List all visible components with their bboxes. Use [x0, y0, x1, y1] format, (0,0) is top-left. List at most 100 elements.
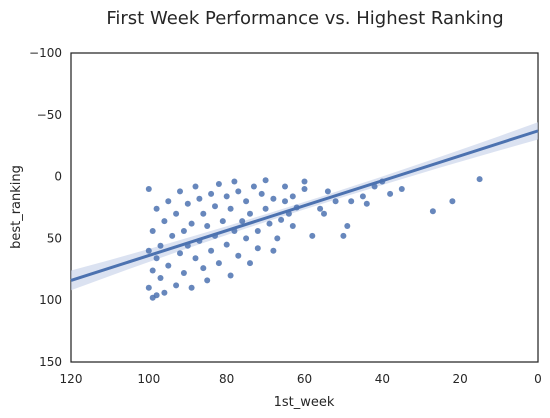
data-point: [429, 208, 436, 215]
data-point: [157, 275, 164, 281]
data-point: [254, 245, 261, 252]
data-point: [363, 200, 370, 207]
data-point: [192, 183, 199, 190]
data-point: [145, 284, 152, 291]
x-tick-label: 80: [219, 372, 234, 386]
data-point: [200, 210, 207, 217]
data-point: [324, 188, 331, 195]
x-tick-label: 20: [453, 372, 468, 386]
data-point: [153, 255, 160, 262]
data-point: [161, 289, 168, 296]
data-point: [289, 193, 296, 200]
data-point: [227, 272, 234, 279]
data-point: [215, 181, 222, 187]
data-point: [173, 210, 180, 217]
plot-frame: [70, 52, 539, 363]
data-point: [250, 183, 257, 190]
data-point: [282, 198, 288, 205]
data-point: [149, 294, 156, 301]
data-point: [192, 255, 199, 262]
y-axis-label: best_ranking: [9, 165, 24, 249]
data-point: [188, 220, 195, 227]
data-point: [215, 260, 222, 267]
y-tick-label: 0: [54, 170, 62, 184]
data-point: [262, 205, 269, 212]
data-point: [200, 265, 207, 272]
data-point: [165, 262, 172, 269]
data-point: [173, 282, 180, 289]
data-point: [223, 241, 230, 248]
x-axis-ticks: 120 100 80 60 40 20 0: [60, 372, 542, 386]
data-point: [157, 242, 164, 249]
data-point: [149, 228, 156, 234]
data-point: [301, 178, 308, 185]
x-tick-label: 40: [375, 372, 390, 386]
data-point: [387, 190, 394, 197]
data-point: [223, 193, 230, 200]
data-point: [149, 267, 156, 274]
data-point: [282, 183, 288, 190]
data-point: [239, 218, 246, 225]
data-points: [145, 176, 483, 301]
data-point: [247, 210, 253, 217]
data-point: [196, 195, 203, 202]
data-point: [243, 235, 250, 242]
data-point: [184, 200, 191, 207]
data-point: [289, 223, 296, 229]
regression-line: [70, 129, 539, 282]
y-tick-label: −100: [29, 46, 62, 60]
data-point: [278, 216, 285, 223]
data-point: [476, 176, 483, 183]
data-point: [204, 277, 211, 284]
data-point: [309, 232, 316, 239]
x-tick-label: 60: [297, 372, 312, 386]
y-tick-label: 150: [39, 355, 62, 369]
x-tick-label: 120: [60, 372, 83, 386]
x-tick-label: 100: [137, 372, 160, 386]
data-point: [180, 228, 187, 234]
data-point: [301, 186, 308, 192]
data-point: [266, 220, 273, 227]
data-point: [188, 284, 195, 291]
data-point: [254, 228, 261, 234]
data-point: [262, 177, 269, 184]
data-point: [177, 250, 183, 257]
data-point: [219, 218, 226, 225]
y-tick-label: −50: [37, 108, 62, 122]
data-point: [270, 195, 277, 202]
data-point: [208, 247, 215, 254]
data-point: [274, 235, 281, 242]
data-point: [332, 198, 339, 205]
data-point: [165, 198, 172, 205]
data-point: [270, 247, 277, 254]
data-point: [340, 232, 347, 239]
data-point: [258, 190, 265, 197]
data-point: [359, 193, 366, 200]
data-point: [247, 260, 253, 267]
data-point: [204, 223, 211, 229]
data-point: [344, 223, 351, 229]
data-point: [212, 203, 218, 210]
chart-title: First Week Performance vs. Highest Ranki…: [106, 8, 503, 29]
data-point: [227, 205, 234, 212]
data-point: [161, 218, 168, 225]
data-point: [243, 198, 250, 205]
data-point: [235, 188, 242, 195]
data-point: [180, 270, 187, 276]
x-tick-label: 0: [534, 372, 542, 386]
data-point: [321, 210, 327, 217]
x-axis-label: 1st_week: [274, 395, 335, 410]
data-point: [177, 188, 183, 195]
y-axis-ticks: −100 −50 0 50 100 150: [29, 46, 62, 369]
data-point: [317, 205, 324, 212]
data-point: [153, 205, 160, 212]
data-point: [348, 198, 355, 205]
y-tick-label: 100: [39, 293, 62, 307]
data-point: [231, 178, 238, 185]
data-point: [398, 186, 405, 192]
data-point: [208, 190, 215, 197]
y-tick-label: 50: [47, 231, 62, 245]
data-point: [169, 232, 176, 239]
data-point: [449, 198, 456, 205]
